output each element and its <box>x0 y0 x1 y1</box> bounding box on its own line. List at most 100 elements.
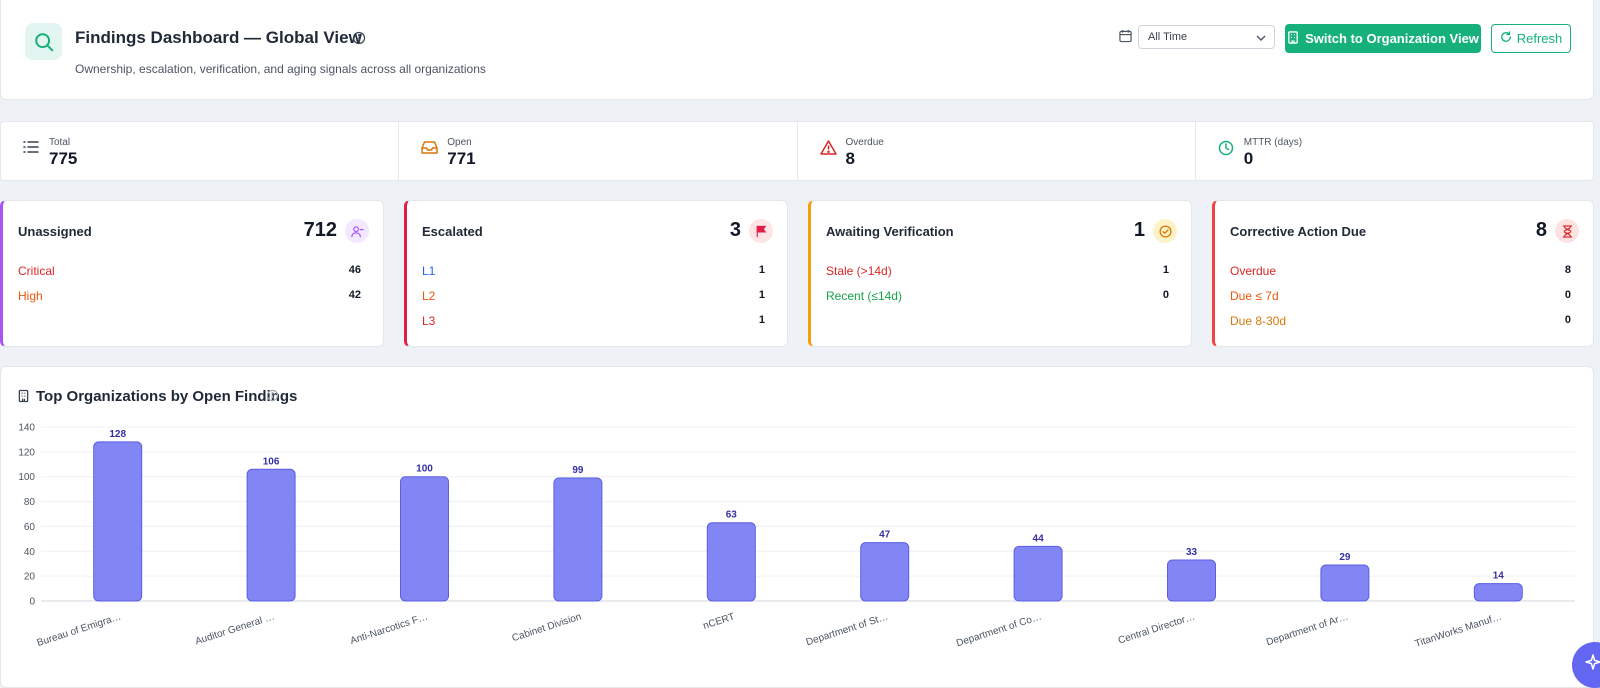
sparkle-icon <box>1585 654 1600 675</box>
awaiting-verification-card[interactable]: Awaiting Verification 1 Stale (>14d) 1 R… <box>808 200 1192 347</box>
row-label: Due 8-30d <box>1230 314 1287 328</box>
check-circle-icon <box>1153 219 1177 243</box>
bar <box>553 477 603 602</box>
warning-icon <box>819 140 837 160</box>
switch-button-label: Switch to Organization View <box>1305 31 1479 46</box>
row-label: L2 <box>422 289 436 303</box>
stat-label: Open <box>447 137 472 148</box>
y-tick-label: 40 <box>24 547 36 558</box>
bar <box>706 522 756 602</box>
card-title: Corrective Action Due <box>1230 224 1367 239</box>
corrective-action-due-card[interactable]: Corrective Action Due 8 Overdue 8 Due ≤ … <box>1212 200 1594 347</box>
time-range-select[interactable]: All Time <box>1138 25 1275 49</box>
y-tick-label: 20 <box>24 572 36 583</box>
y-tick-label: 0 <box>29 597 35 608</box>
data-label: 44 <box>1033 533 1045 544</box>
data-label: 47 <box>879 530 891 541</box>
row-value: 0 <box>1564 289 1571 301</box>
card-title: Escalated <box>422 224 483 239</box>
bar <box>1167 559 1216 602</box>
y-tick-label: 140 <box>18 423 35 434</box>
refresh-button[interactable]: Refresh <box>1491 24 1571 53</box>
card-title: Unassigned <box>18 224 92 239</box>
row-value: 8 <box>1564 264 1571 276</box>
bar <box>1013 545 1063 602</box>
y-tick-label: 60 <box>24 522 36 533</box>
x-tick-label: Department of Co… <box>955 611 1043 649</box>
calendar-icon <box>1119 29 1132 48</box>
row-value: 1 <box>1162 264 1169 276</box>
switch-to-organization-view-button[interactable]: Switch to Organization View <box>1285 24 1481 53</box>
bar-chart: 0 20 40 60 80 100 120 140 128 Bureau of Emigra… 10… <box>18 423 1575 650</box>
time-range-value: All Time <box>1148 31 1188 43</box>
row-label: L1 <box>422 264 436 278</box>
row-value: 1 <box>758 289 765 301</box>
row-due-8-30d[interactable]: Due 8-30d 0 <box>1230 314 1571 330</box>
x-tick-label: Department of St… <box>805 611 890 648</box>
row-value: 46 <box>348 264 361 276</box>
row-label: Recent (≤14d) <box>826 289 902 303</box>
stat-label: Total <box>49 137 71 148</box>
stat-label: Overdue <box>845 137 884 148</box>
row-critical[interactable]: Critical 46 <box>18 264 361 280</box>
page-subtitle: Ownership, escalation, verification, and… <box>75 62 486 76</box>
row-label: Due ≤ 7d <box>1230 289 1279 303</box>
info-icon[interactable] <box>352 31 366 50</box>
data-label: 99 <box>572 465 584 476</box>
chart-title: Top Organizations by Open Findings <box>36 388 298 405</box>
data-label: 33 <box>1186 547 1198 558</box>
stat-value: 775 <box>49 149 78 168</box>
stat-open: Open 771 <box>399 122 798 180</box>
stat-label: MTTR (days) <box>1243 137 1303 148</box>
stats-bar: Total 775 Open 771 Overdue 8 MTTR (days)… <box>0 121 1594 181</box>
card-count: 8 <box>1535 219 1547 241</box>
hourglass-icon <box>1555 219 1579 243</box>
unassigned-card[interactable]: Unassigned 712 Critical 46 High 42 <box>0 200 384 347</box>
row-overdue[interactable]: Overdue 8 <box>1230 264 1571 280</box>
search-icon <box>25 23 62 60</box>
card-title: Awaiting Verification <box>826 224 954 239</box>
x-tick-label: TitanWorks Manuf… <box>1414 611 1504 649</box>
row-high[interactable]: High 42 <box>18 289 361 305</box>
row-recent[interactable]: Recent (≤14d) 0 <box>826 289 1169 305</box>
stat-value: 0 <box>1243 149 1254 168</box>
flag-icon <box>749 219 773 243</box>
row-value: 1 <box>758 314 765 326</box>
data-label: 128 <box>109 429 126 440</box>
row-l2[interactable]: L2 1 <box>422 289 765 305</box>
card-count: 3 <box>729 219 741 241</box>
escalated-card[interactable]: Escalated 3 L1 1 L2 1 L3 1 <box>404 200 788 347</box>
info-icon[interactable] <box>266 389 279 407</box>
building-icon <box>1287 30 1299 47</box>
page-title: Findings Dashboard — Global View <box>75 28 362 47</box>
y-tick-label: 100 <box>18 472 35 483</box>
data-label: 100 <box>416 464 433 475</box>
building-icon <box>18 389 29 408</box>
bar <box>400 476 449 602</box>
row-l3[interactable]: L3 1 <box>422 314 765 330</box>
row-value: 42 <box>348 289 361 301</box>
clock-icon <box>1218 140 1234 161</box>
card-count: 712 <box>303 219 337 241</box>
row-l1[interactable]: L1 1 <box>422 264 765 280</box>
stat-value: 8 <box>845 149 855 168</box>
row-label: Stale (>14d) <box>826 264 892 278</box>
page-header: Findings Dashboard — Global View Ownersh… <box>0 0 1594 100</box>
row-value: 1 <box>758 264 765 276</box>
stat-total: Total 775 <box>1 122 400 180</box>
bar <box>1320 564 1370 602</box>
bar <box>246 468 296 602</box>
top-organizations-chart-panel: Top Organizations by Open Findings 0 20 40… <box>0 366 1594 688</box>
refresh-button-label: Refresh <box>1516 31 1563 46</box>
row-due-7d[interactable]: Due ≤ 7d 0 <box>1230 289 1571 305</box>
row-label: Overdue <box>1230 264 1277 278</box>
x-tick-label: Auditor General … <box>194 611 276 647</box>
row-stale[interactable]: Stale (>14d) 1 <box>826 264 1169 280</box>
row-value: 0 <box>1564 314 1571 326</box>
chevron-down-icon <box>1256 33 1266 45</box>
list-icon <box>23 140 39 159</box>
x-tick-label: Department of Ar… <box>1265 611 1350 648</box>
data-label: 14 <box>1493 571 1505 582</box>
card-count: 1 <box>1133 219 1145 241</box>
bar <box>860 542 910 602</box>
